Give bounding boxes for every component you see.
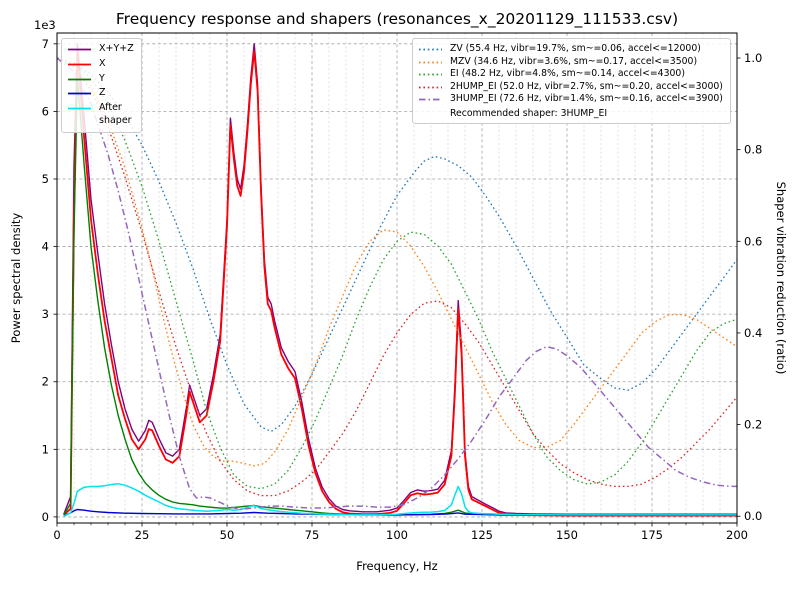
- legend-line-sample-icon: [68, 63, 91, 66]
- legend-line-sample-icon: [68, 107, 91, 110]
- y-right-tick-label: 0.4: [744, 326, 762, 340]
- x-axis-label: Frequency, Hz: [356, 559, 438, 573]
- legend-label: Z: [99, 87, 106, 99]
- legend-item: EI (48.2 Hz, vibr=4.8%, sm~=0.14, accel<…: [418, 68, 723, 81]
- legend-label: 2HUMP_EI (52.0 Hz, vibr=2.7%, sm~=0.20, …: [450, 80, 723, 92]
- legend-item: 3HUMP_EI (72.6 Hz, vibr=1.4%, sm~=0.16, …: [418, 93, 723, 106]
- right-y-axis-label: Shaper vibration reduction (ratio): [774, 181, 788, 375]
- legend-line-sample-icon: [419, 86, 442, 88]
- x-tick-label: 150: [556, 528, 578, 542]
- chart-title: Frequency response and shapers (resonanc…: [115, 10, 679, 28]
- legend-line-sample-icon: [419, 48, 442, 51]
- shaper-curve-mzv: [56, 57, 738, 467]
- legend-label: EI (48.2 Hz, vibr=4.8%, sm~=0.14, accel<…: [450, 68, 685, 80]
- y-left-tick-label: 2: [42, 375, 49, 389]
- axes-spines: [56, 32, 738, 524]
- legend-line-sample-icon: [419, 61, 442, 63]
- x-tick-label: 175: [641, 528, 663, 542]
- legend-label: X: [99, 57, 106, 69]
- y-right-tick-label: 0.0: [744, 509, 762, 523]
- y-left-tick-label: 3: [42, 307, 49, 321]
- legend-line-sample-icon: [68, 93, 91, 95]
- x-tick-label: 100: [386, 528, 408, 542]
- shaper-curve-3hump-ei: [56, 57, 737, 511]
- legend-label: MZV (34.6 Hz, vibr=3.6%, sm~=0.17, accel…: [450, 55, 698, 67]
- legend-line-sample-icon: [419, 73, 442, 76]
- y-left-tick-label: 0: [42, 510, 49, 524]
- legend-item: MZV (34.6 Hz, vibr=3.6%, sm~=0.17, accel…: [418, 56, 723, 69]
- legend-label: 3HUMP_EI (72.6 Hz, vibr=1.4%, sm~=0.16, …: [450, 93, 723, 105]
- legend-label: ZV (55.4 Hz, vibr=19.7%, sm~=0.06, accel…: [450, 43, 701, 54]
- y-right-tick-label: 0.8: [744, 143, 762, 157]
- legend-item: 2HUMP_EI (52.0 Hz, vibr=2.7%, sm~=0.20, …: [418, 81, 723, 94]
- legend-label: Y: [99, 72, 105, 84]
- x-tick-label: 200: [726, 528, 748, 542]
- left-y-axis-label: Power spectral density: [9, 212, 23, 344]
- legend-item: Y: [67, 73, 134, 86]
- legend-label: X+Y+Z: [99, 43, 134, 54]
- x-tick-label: 50: [220, 528, 235, 542]
- y-left-tick-label: 4: [42, 240, 49, 254]
- legend-label: After shaper: [99, 102, 132, 127]
- recommended-shaper-note: Recommended shaper: 3HUMP_EI: [450, 107, 608, 119]
- psd-legend: X+Y+Z X Y Z After shaper: [61, 38, 142, 133]
- legend-item: After shaper: [67, 102, 134, 128]
- legend-line-sample-icon: [419, 98, 442, 101]
- shaper-legend-items: ZV (55.4 Hz, vibr=19.7%, sm~=0.06, accel…: [418, 43, 723, 106]
- shaper-legend: ZV (55.4 Hz, vibr=19.7%, sm~=0.06, accel…: [412, 38, 731, 124]
- y-right-tick-label: 0.2: [744, 418, 762, 432]
- y-axis-offset-text: 1e3: [34, 18, 56, 32]
- psd-curve-after-shaper: [63, 483, 737, 517]
- y-left-tick-label: 1: [42, 442, 49, 456]
- legend-item: ZV (55.4 Hz, vibr=19.7%, sm~=0.06, accel…: [418, 43, 723, 56]
- y-right-tick-label: 0.6: [744, 234, 762, 248]
- legend-item: X: [67, 58, 134, 71]
- y-right-tick-label: 1.0: [744, 51, 762, 65]
- y-left-tick-label: 5: [42, 172, 49, 186]
- x-tick-label: 75: [305, 528, 320, 542]
- legend-item: Z: [67, 87, 134, 100]
- legend-item: X+Y+Z: [67, 43, 134, 56]
- shaper-curve-zv: [56, 57, 738, 433]
- x-tick-label: 125: [471, 528, 493, 542]
- legend-line-sample-icon: [68, 48, 91, 51]
- y-left-tick-label: 7: [42, 37, 49, 51]
- psd-curve-x: [63, 49, 737, 517]
- x-tick-label: 0: [53, 528, 60, 542]
- legend-line-sample-icon: [68, 78, 91, 80]
- x-tick-label: 25: [135, 528, 150, 542]
- shaper-curve-2hump-ei: [56, 57, 738, 497]
- y-left-tick-label: 6: [42, 104, 49, 118]
